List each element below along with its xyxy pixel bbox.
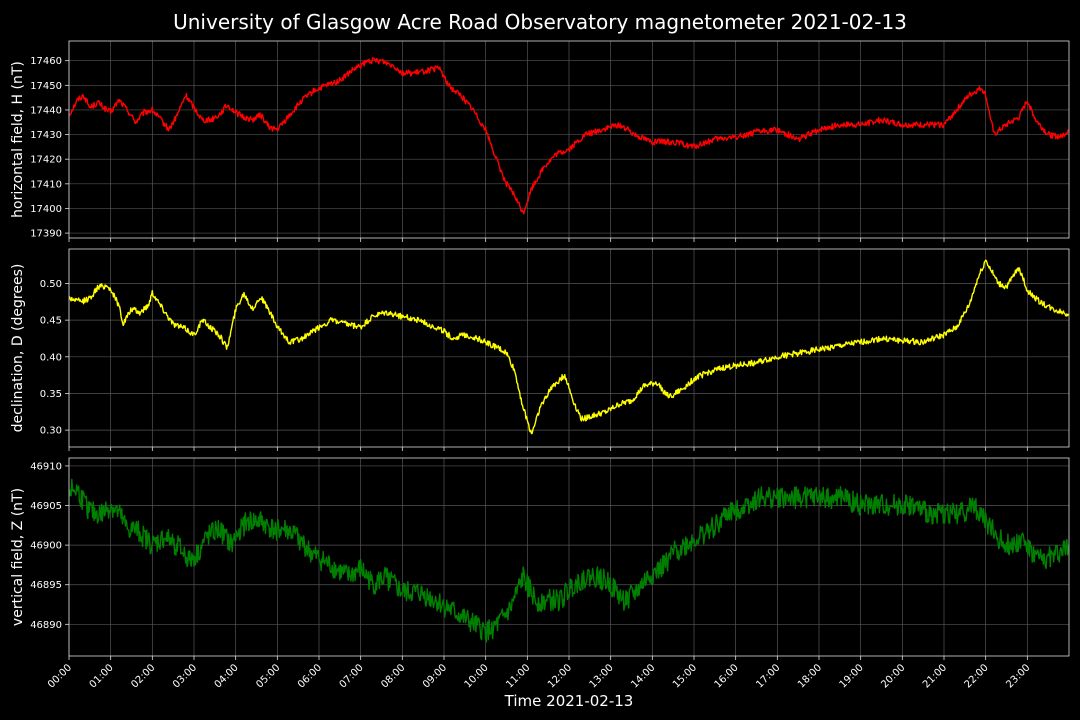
y-tick-label: 17390: [30, 229, 62, 240]
y-tick-label: 17430: [30, 130, 62, 141]
chart-title: University of Glasgow Acre Road Observat…: [173, 10, 907, 34]
y-tick-label: 0.30: [40, 426, 62, 437]
y-tick-label: 17460: [30, 56, 62, 67]
y-tick-label: 17450: [30, 81, 62, 92]
y-tick-label: 0.45: [40, 316, 62, 327]
y-tick-label: 17440: [30, 105, 62, 116]
panel-2: 0.30 0.35 0.40 0.45 0.50 declination, D (degr…: [10, 248, 1070, 451]
x-axis-label: Time 2021-02-13: [504, 692, 634, 710]
y-tick-label: 17400: [30, 204, 62, 215]
y-tick-label: 46905: [30, 501, 62, 512]
y-tick-label: 46910: [30, 461, 62, 472]
y-tick-label: 17420: [30, 155, 62, 166]
y-axis-label-panel-1: horizontal field, H (nT): [10, 61, 26, 218]
y-tick-label: 46900: [30, 541, 62, 552]
series-line-panel-1: [69, 57, 1069, 215]
y-axis-label-panel-2: declination, D (degrees): [10, 264, 26, 433]
y-tick-label: 46890: [30, 620, 62, 631]
y-tick-label: 0.50: [40, 279, 62, 290]
y-tick-label: 0.40: [40, 352, 62, 363]
series-line-panel-3: [69, 478, 1069, 643]
y-tick-label: 0.35: [40, 389, 62, 400]
y-tick-label: 17410: [30, 179, 62, 190]
grid-panel-1: [68, 41, 1069, 238]
series-line-panel-2: [69, 259, 1069, 435]
y-tick-label: 46895: [30, 580, 62, 591]
panel-1: 17390 17400 17410 17420 17430 17440 17450 17460…: [10, 40, 1070, 242]
grid-panel-2: [68, 249, 1069, 447]
panel-frame: [68, 248, 1070, 448]
panel-frame: [68, 40, 1070, 239]
y-axis-label-panel-3: vertical field, Z (nT): [10, 488, 26, 626]
panel-frame: [68, 457, 1070, 657]
